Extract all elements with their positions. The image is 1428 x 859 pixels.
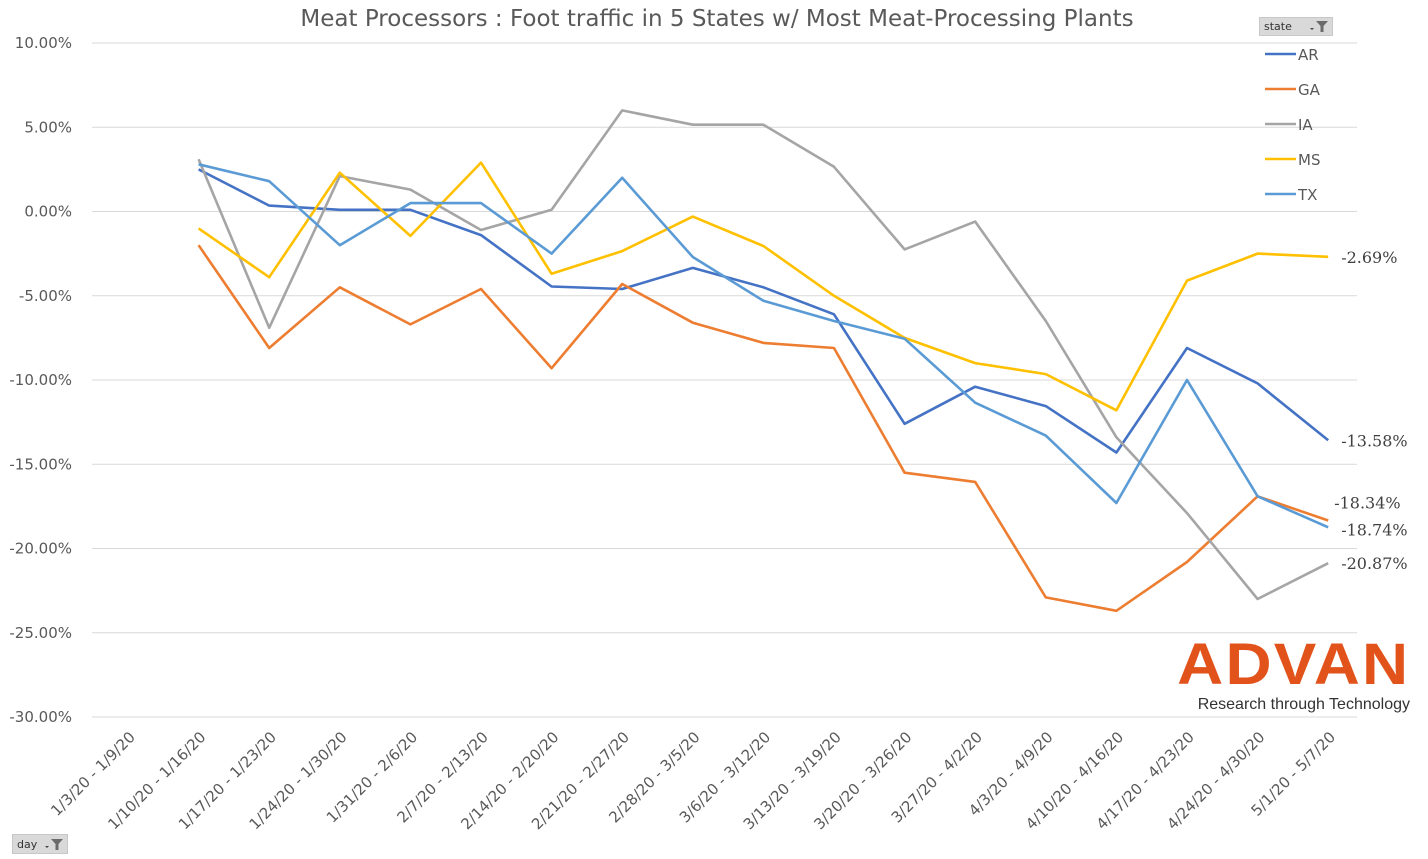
y-tick-label: 10.00% bbox=[15, 34, 72, 52]
end-labels: -13.58% -18.34% -20.87% -2.69% -18.74% bbox=[1334, 248, 1407, 573]
day-filter-label: day bbox=[17, 837, 38, 851]
data-label-tx: -18.74% bbox=[1341, 520, 1407, 539]
legend-label: AR bbox=[1298, 46, 1319, 64]
series-line-tx bbox=[198, 163, 1329, 529]
legend-label: IA bbox=[1298, 116, 1313, 134]
legend-label: MS bbox=[1298, 151, 1320, 169]
brand-tagline: Research through Technology bbox=[1197, 696, 1410, 713]
series-line-ga bbox=[197, 244, 1329, 613]
data-label-ia: -20.87% bbox=[1341, 554, 1407, 573]
legend-label: GA bbox=[1298, 81, 1321, 99]
legend: AR GA IA MS TX bbox=[1265, 46, 1321, 204]
legend-item-ar[interactable]: AR bbox=[1265, 46, 1319, 64]
day-filter-button[interactable]: day bbox=[12, 834, 68, 854]
series-line-ar bbox=[198, 168, 1330, 454]
y-tick-label: -10.00% bbox=[9, 371, 72, 389]
series-line-ms bbox=[197, 161, 1329, 412]
y-tick-label: -15.00% bbox=[9, 455, 72, 473]
y-tick-label: -30.00% bbox=[9, 708, 72, 726]
brand-name: ADVAN bbox=[1176, 632, 1410, 697]
y-tick-label: -20.00% bbox=[9, 540, 72, 558]
legend-item-ga[interactable]: GA bbox=[1265, 81, 1321, 99]
filter-dropdown-icon bbox=[1309, 20, 1329, 33]
state-filter-label: state bbox=[1264, 20, 1292, 33]
data-label-ar: -13.58% bbox=[1341, 431, 1407, 450]
y-tick-label: -25.00% bbox=[9, 624, 72, 642]
series-line-ia bbox=[197, 109, 1329, 601]
y-axis-ticks: 10.00% 5.00% 0.00% -5.00% -10.00% -15.00% -20.… bbox=[9, 34, 72, 726]
x-axis-ticks: 1/3/20 - 1/9/201/10/20 - 1/16/201/17/20 … bbox=[47, 728, 1339, 833]
legend-item-ms[interactable]: MS bbox=[1265, 151, 1320, 169]
legend-item-tx[interactable]: TX bbox=[1265, 186, 1317, 204]
advan-logo: ADVAN Research through Technology bbox=[1177, 636, 1410, 714]
gridlines bbox=[92, 42, 1357, 718]
chart-title: Meat Processors : Foot traffic in 5 Stat… bbox=[300, 6, 1133, 32]
y-tick-label: 5.00% bbox=[24, 118, 72, 136]
legend-label: TX bbox=[1297, 186, 1317, 204]
filter-dropdown-icon bbox=[44, 838, 64, 851]
data-label-ga: -18.34% bbox=[1334, 494, 1400, 513]
series-lines bbox=[197, 109, 1330, 613]
data-label-ms: -2.69% bbox=[1341, 248, 1397, 267]
legend-item-ia[interactable]: IA bbox=[1265, 116, 1313, 134]
y-tick-label: -5.00% bbox=[19, 287, 72, 305]
y-tick-label: 0.00% bbox=[24, 203, 72, 221]
state-filter-button[interactable]: state bbox=[1259, 17, 1333, 36]
